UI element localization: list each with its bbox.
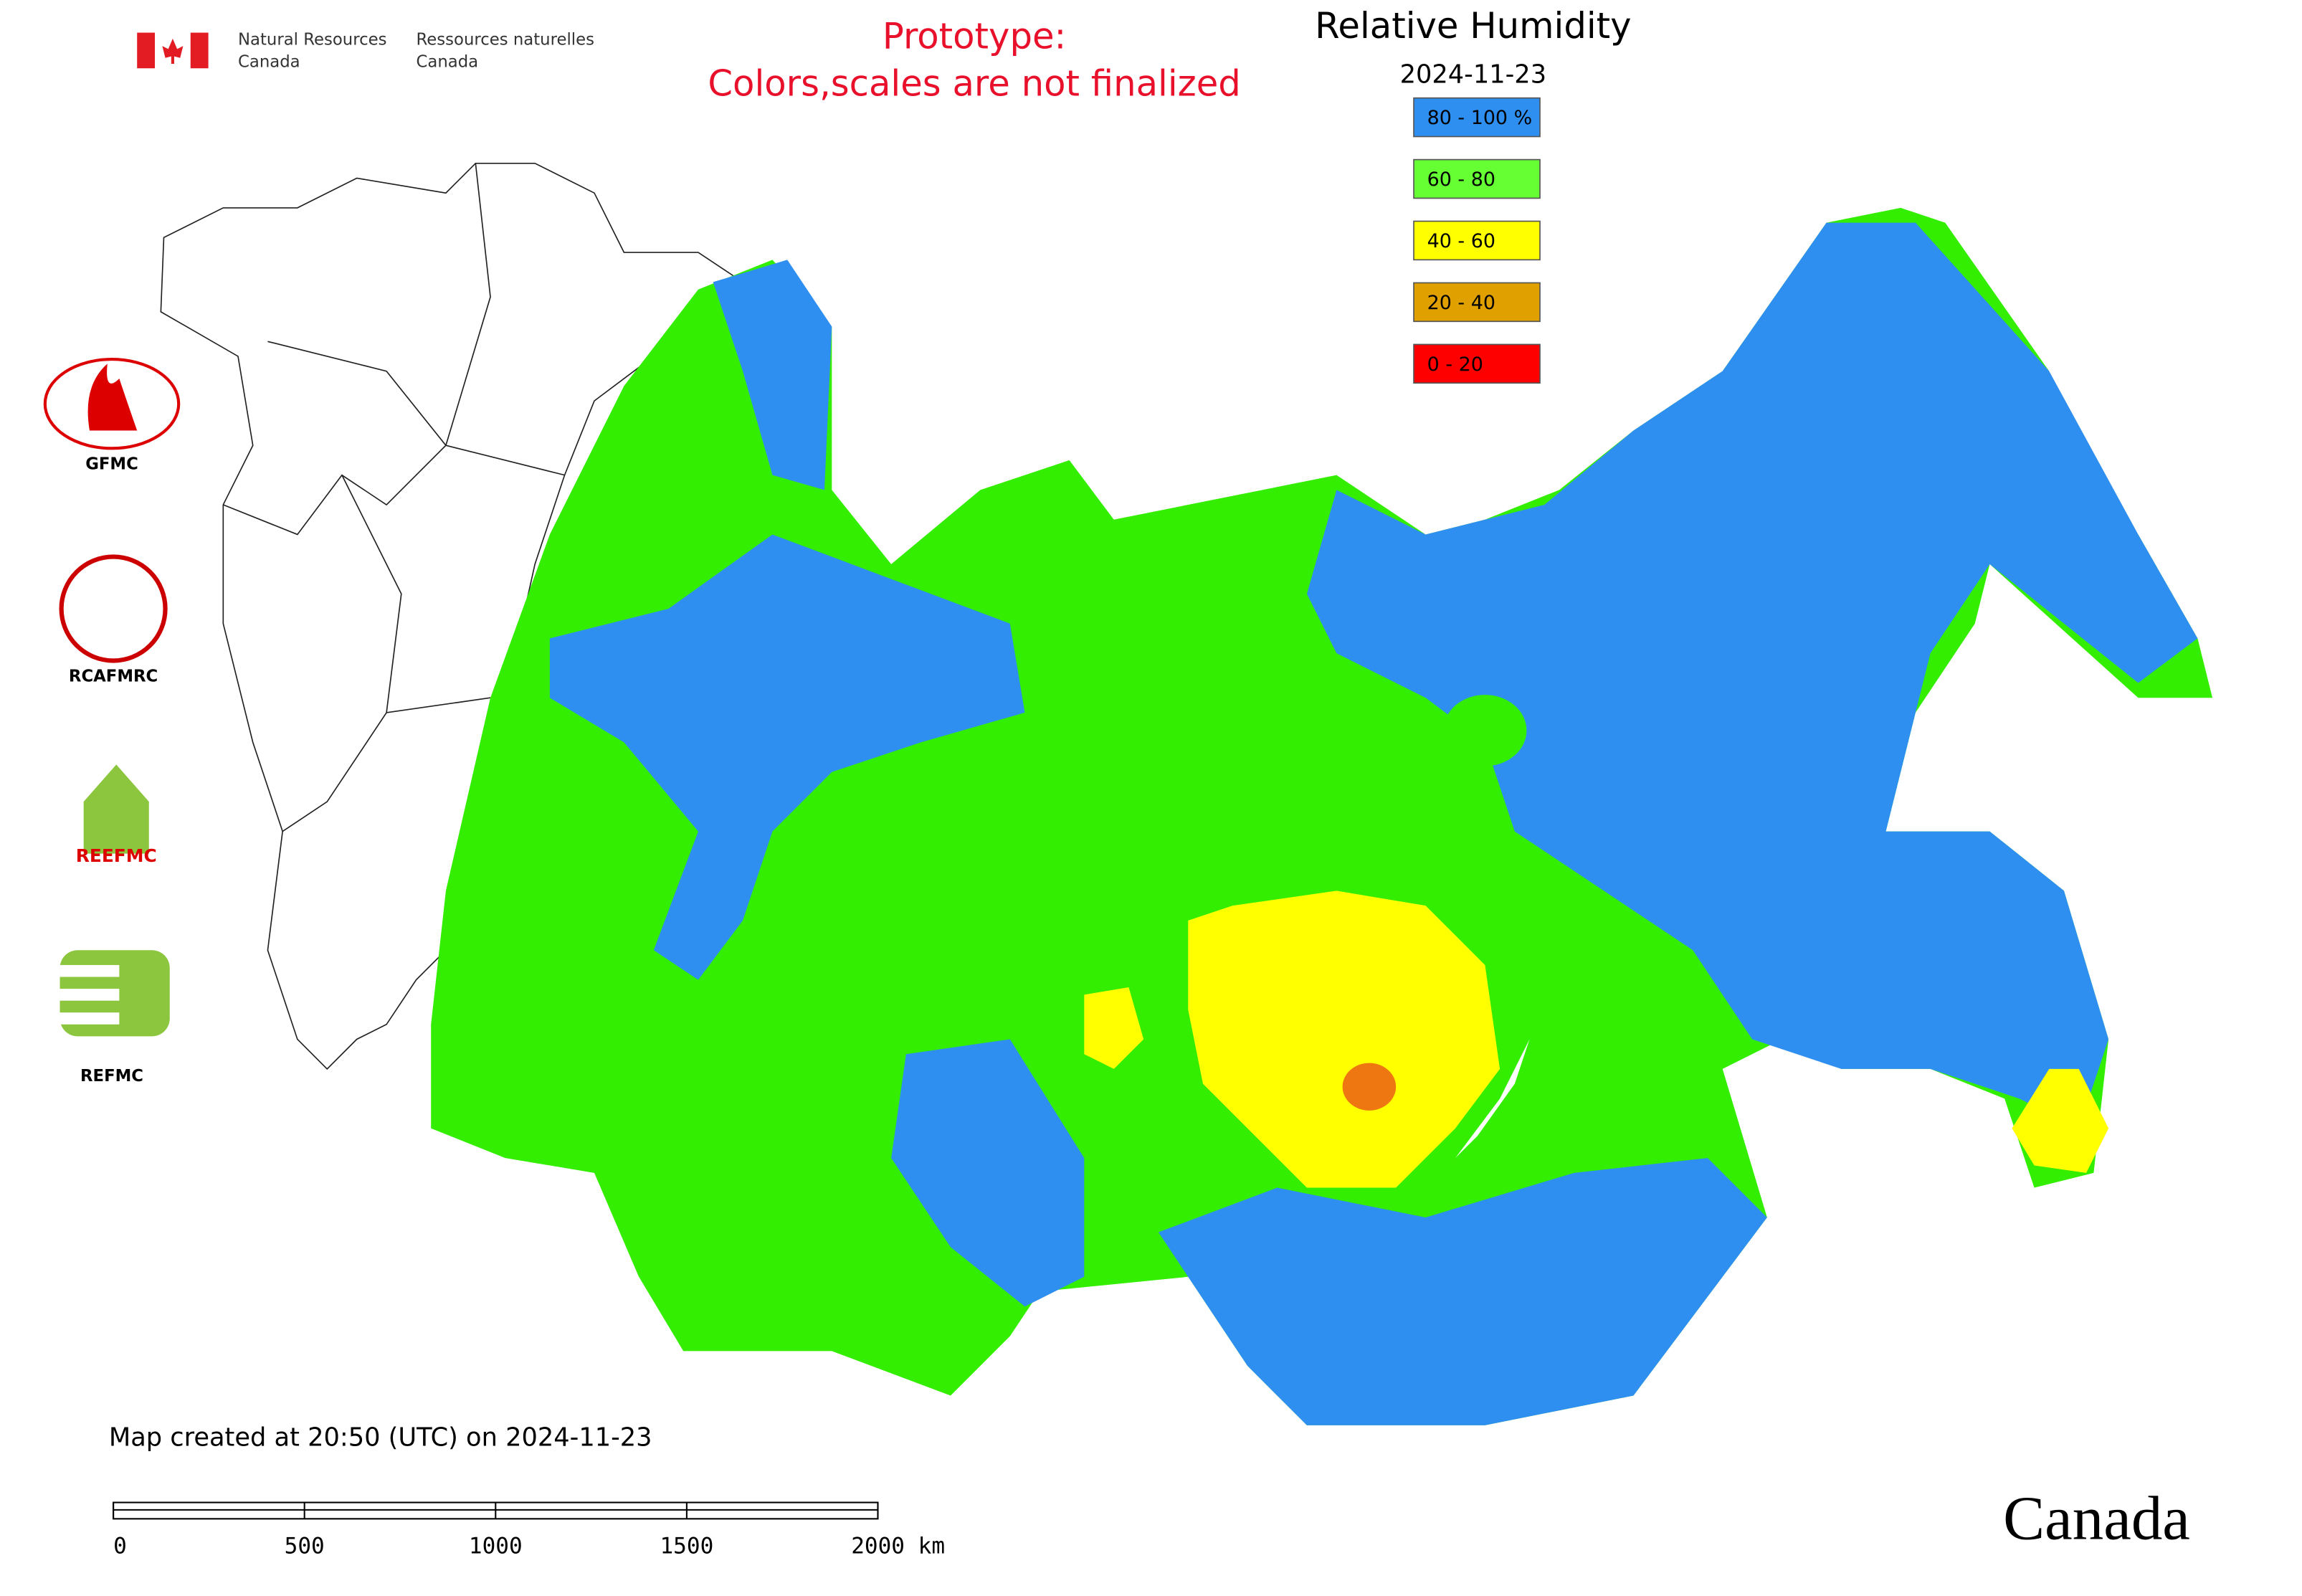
agency-en: Canada xyxy=(238,52,300,71)
agency-fr: Canada xyxy=(417,52,479,71)
legend-swatch xyxy=(1413,220,1541,261)
legend-label: 80 - 100 % xyxy=(1427,107,1533,129)
scale-label: 2000 km xyxy=(851,1534,945,1559)
legend-label: 20 - 40 xyxy=(1427,292,1495,314)
scale-label: 500 xyxy=(285,1534,325,1559)
map-title: Relative Humidity xyxy=(1315,5,1631,47)
country-borders xyxy=(160,162,744,1070)
land-blue xyxy=(713,260,832,490)
legend-swatch xyxy=(1413,343,1541,384)
land-blue xyxy=(549,534,1025,980)
agency-en: Natural Resources xyxy=(238,30,386,49)
scale-label: 1500 xyxy=(660,1534,713,1559)
legend-label: 0 - 20 xyxy=(1427,353,1483,376)
legend-swatch xyxy=(1413,282,1541,323)
center-label: RCAFMRC xyxy=(69,668,158,686)
center-label: GFMC xyxy=(85,455,138,474)
legend-label: 40 - 60 xyxy=(1427,230,1495,252)
land-blue xyxy=(1158,1158,1767,1425)
center-label: REFMC xyxy=(80,1067,143,1086)
legend-swatch xyxy=(1413,97,1541,138)
map-date: 2024-11-23 xyxy=(1400,60,1547,90)
wordmark: Canada xyxy=(2003,1484,2190,1553)
center-label: REEFMC xyxy=(76,845,157,866)
notice: Prototype: xyxy=(883,15,1066,57)
legend-swatch xyxy=(1413,158,1541,199)
notice: Colors,scales are not finalized xyxy=(708,63,1240,105)
land-green xyxy=(1443,695,1527,766)
land-yellow xyxy=(2012,1068,2109,1173)
scale-label: 0 xyxy=(113,1534,127,1559)
created-note: Map created at 20:50 (UTC) on 2024-11-23 xyxy=(109,1423,652,1453)
scale-labels: 0 500 1000 1500 2000 km xyxy=(113,1502,945,1559)
agency-fr: Ressources naturelles xyxy=(417,30,594,49)
legend: 80 - 100 % 60 - 80 40 - 60 20 - 40 0 - 20 xyxy=(1413,97,1541,384)
land-yellow xyxy=(1188,890,1500,1188)
land-yellow xyxy=(1084,987,1144,1069)
land-orange xyxy=(1342,1063,1397,1111)
center-logo xyxy=(43,358,181,1037)
legend-label: 60 - 80 xyxy=(1427,168,1495,191)
flag xyxy=(137,32,209,69)
land-blue xyxy=(891,1039,1085,1307)
scale-label: 1000 xyxy=(469,1534,523,1559)
land xyxy=(431,207,2213,1425)
land-blue xyxy=(1306,222,2198,1129)
